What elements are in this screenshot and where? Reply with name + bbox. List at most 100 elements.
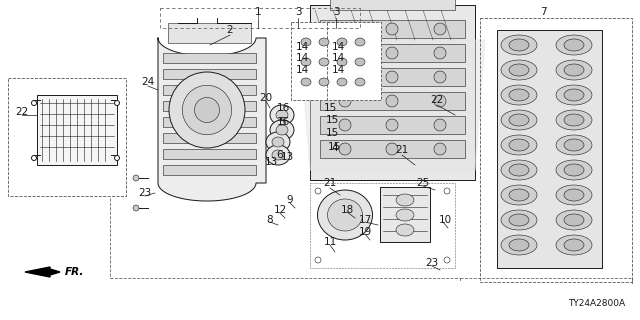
Ellipse shape bbox=[556, 210, 592, 230]
Ellipse shape bbox=[276, 110, 288, 120]
Ellipse shape bbox=[337, 78, 347, 86]
Text: TY24A2800A: TY24A2800A bbox=[568, 299, 625, 308]
Ellipse shape bbox=[266, 132, 290, 152]
Ellipse shape bbox=[195, 98, 220, 123]
Text: 16: 16 bbox=[276, 117, 290, 127]
Text: 10: 10 bbox=[438, 215, 452, 225]
Ellipse shape bbox=[386, 23, 398, 35]
Ellipse shape bbox=[556, 235, 592, 255]
Text: 23: 23 bbox=[138, 188, 152, 198]
Text: 15: 15 bbox=[325, 128, 339, 138]
Ellipse shape bbox=[339, 119, 351, 131]
Bar bbox=[320, 116, 465, 134]
Ellipse shape bbox=[319, 78, 329, 86]
Text: 17: 17 bbox=[358, 215, 372, 225]
Ellipse shape bbox=[509, 164, 529, 176]
Text: 14: 14 bbox=[332, 65, 344, 75]
Ellipse shape bbox=[386, 47, 398, 59]
Ellipse shape bbox=[301, 38, 311, 46]
Bar bbox=[480, 18, 632, 282]
Ellipse shape bbox=[276, 125, 288, 135]
Ellipse shape bbox=[315, 188, 321, 194]
Bar bbox=[163, 149, 256, 159]
Ellipse shape bbox=[386, 143, 398, 155]
Text: FR.: FR. bbox=[65, 267, 84, 277]
Bar bbox=[163, 101, 256, 111]
Ellipse shape bbox=[396, 194, 414, 206]
Text: 6: 6 bbox=[276, 150, 284, 160]
Text: 13: 13 bbox=[280, 152, 294, 162]
Text: 3: 3 bbox=[333, 7, 339, 17]
Ellipse shape bbox=[386, 71, 398, 83]
Text: 24: 24 bbox=[141, 77, 155, 87]
Ellipse shape bbox=[556, 110, 592, 130]
Text: 14: 14 bbox=[332, 53, 344, 63]
Text: 15: 15 bbox=[325, 115, 339, 125]
Bar bbox=[310, 5, 475, 180]
Ellipse shape bbox=[434, 71, 446, 83]
Ellipse shape bbox=[319, 58, 329, 66]
Ellipse shape bbox=[386, 119, 398, 131]
Ellipse shape bbox=[355, 58, 365, 66]
Bar bbox=[320, 68, 465, 86]
Ellipse shape bbox=[556, 135, 592, 155]
Ellipse shape bbox=[315, 257, 321, 263]
Text: 7: 7 bbox=[540, 7, 547, 17]
Bar bbox=[320, 44, 465, 62]
Text: 23: 23 bbox=[426, 258, 438, 268]
Text: 13: 13 bbox=[264, 157, 278, 167]
Text: 20: 20 bbox=[259, 93, 273, 103]
Ellipse shape bbox=[564, 139, 584, 151]
Bar bbox=[168, 23, 251, 43]
Ellipse shape bbox=[355, 78, 365, 86]
Ellipse shape bbox=[556, 185, 592, 205]
Text: 5: 5 bbox=[280, 117, 286, 127]
Text: 22: 22 bbox=[430, 95, 444, 105]
Ellipse shape bbox=[115, 156, 120, 161]
Text: 15: 15 bbox=[328, 142, 340, 152]
Text: 14: 14 bbox=[296, 42, 308, 52]
Ellipse shape bbox=[509, 114, 529, 126]
Polygon shape bbox=[158, 38, 266, 201]
Bar bbox=[163, 85, 256, 95]
Ellipse shape bbox=[509, 139, 529, 151]
Ellipse shape bbox=[509, 39, 529, 51]
Ellipse shape bbox=[556, 60, 592, 80]
Ellipse shape bbox=[266, 145, 290, 165]
Polygon shape bbox=[300, 40, 485, 170]
Ellipse shape bbox=[31, 100, 36, 106]
Ellipse shape bbox=[339, 71, 351, 83]
Ellipse shape bbox=[501, 35, 537, 55]
Ellipse shape bbox=[319, 38, 329, 46]
Polygon shape bbox=[25, 267, 60, 277]
Ellipse shape bbox=[396, 209, 414, 221]
Ellipse shape bbox=[564, 214, 584, 226]
Bar bbox=[163, 117, 256, 127]
Ellipse shape bbox=[434, 95, 446, 107]
Ellipse shape bbox=[270, 105, 294, 125]
Ellipse shape bbox=[556, 85, 592, 105]
Ellipse shape bbox=[556, 160, 592, 180]
Ellipse shape bbox=[564, 114, 584, 126]
Ellipse shape bbox=[509, 189, 529, 201]
Ellipse shape bbox=[301, 78, 311, 86]
Ellipse shape bbox=[444, 188, 450, 194]
Ellipse shape bbox=[339, 47, 351, 59]
Ellipse shape bbox=[169, 72, 245, 148]
Ellipse shape bbox=[501, 160, 537, 180]
Text: 16: 16 bbox=[276, 103, 290, 113]
Ellipse shape bbox=[564, 189, 584, 201]
Ellipse shape bbox=[270, 120, 294, 140]
Text: 12: 12 bbox=[273, 205, 287, 215]
Bar bbox=[380, 187, 430, 242]
Ellipse shape bbox=[501, 110, 537, 130]
Ellipse shape bbox=[272, 150, 284, 160]
Ellipse shape bbox=[31, 156, 36, 161]
Ellipse shape bbox=[337, 58, 347, 66]
Ellipse shape bbox=[337, 38, 347, 46]
Text: 9: 9 bbox=[287, 195, 293, 205]
Bar bbox=[163, 165, 256, 175]
Ellipse shape bbox=[115, 100, 120, 106]
Text: 14: 14 bbox=[332, 42, 344, 52]
Text: 8: 8 bbox=[267, 215, 273, 225]
